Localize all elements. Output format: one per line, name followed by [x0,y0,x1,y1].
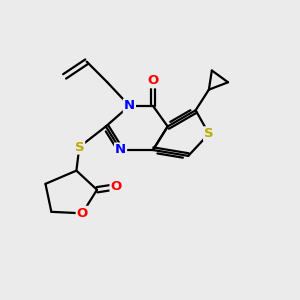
Text: O: O [147,74,159,87]
Text: N: N [115,143,126,157]
Text: S: S [74,141,84,154]
Text: N: N [124,99,135,112]
Text: O: O [110,180,122,193]
Text: O: O [77,207,88,220]
Text: S: S [204,127,214,140]
